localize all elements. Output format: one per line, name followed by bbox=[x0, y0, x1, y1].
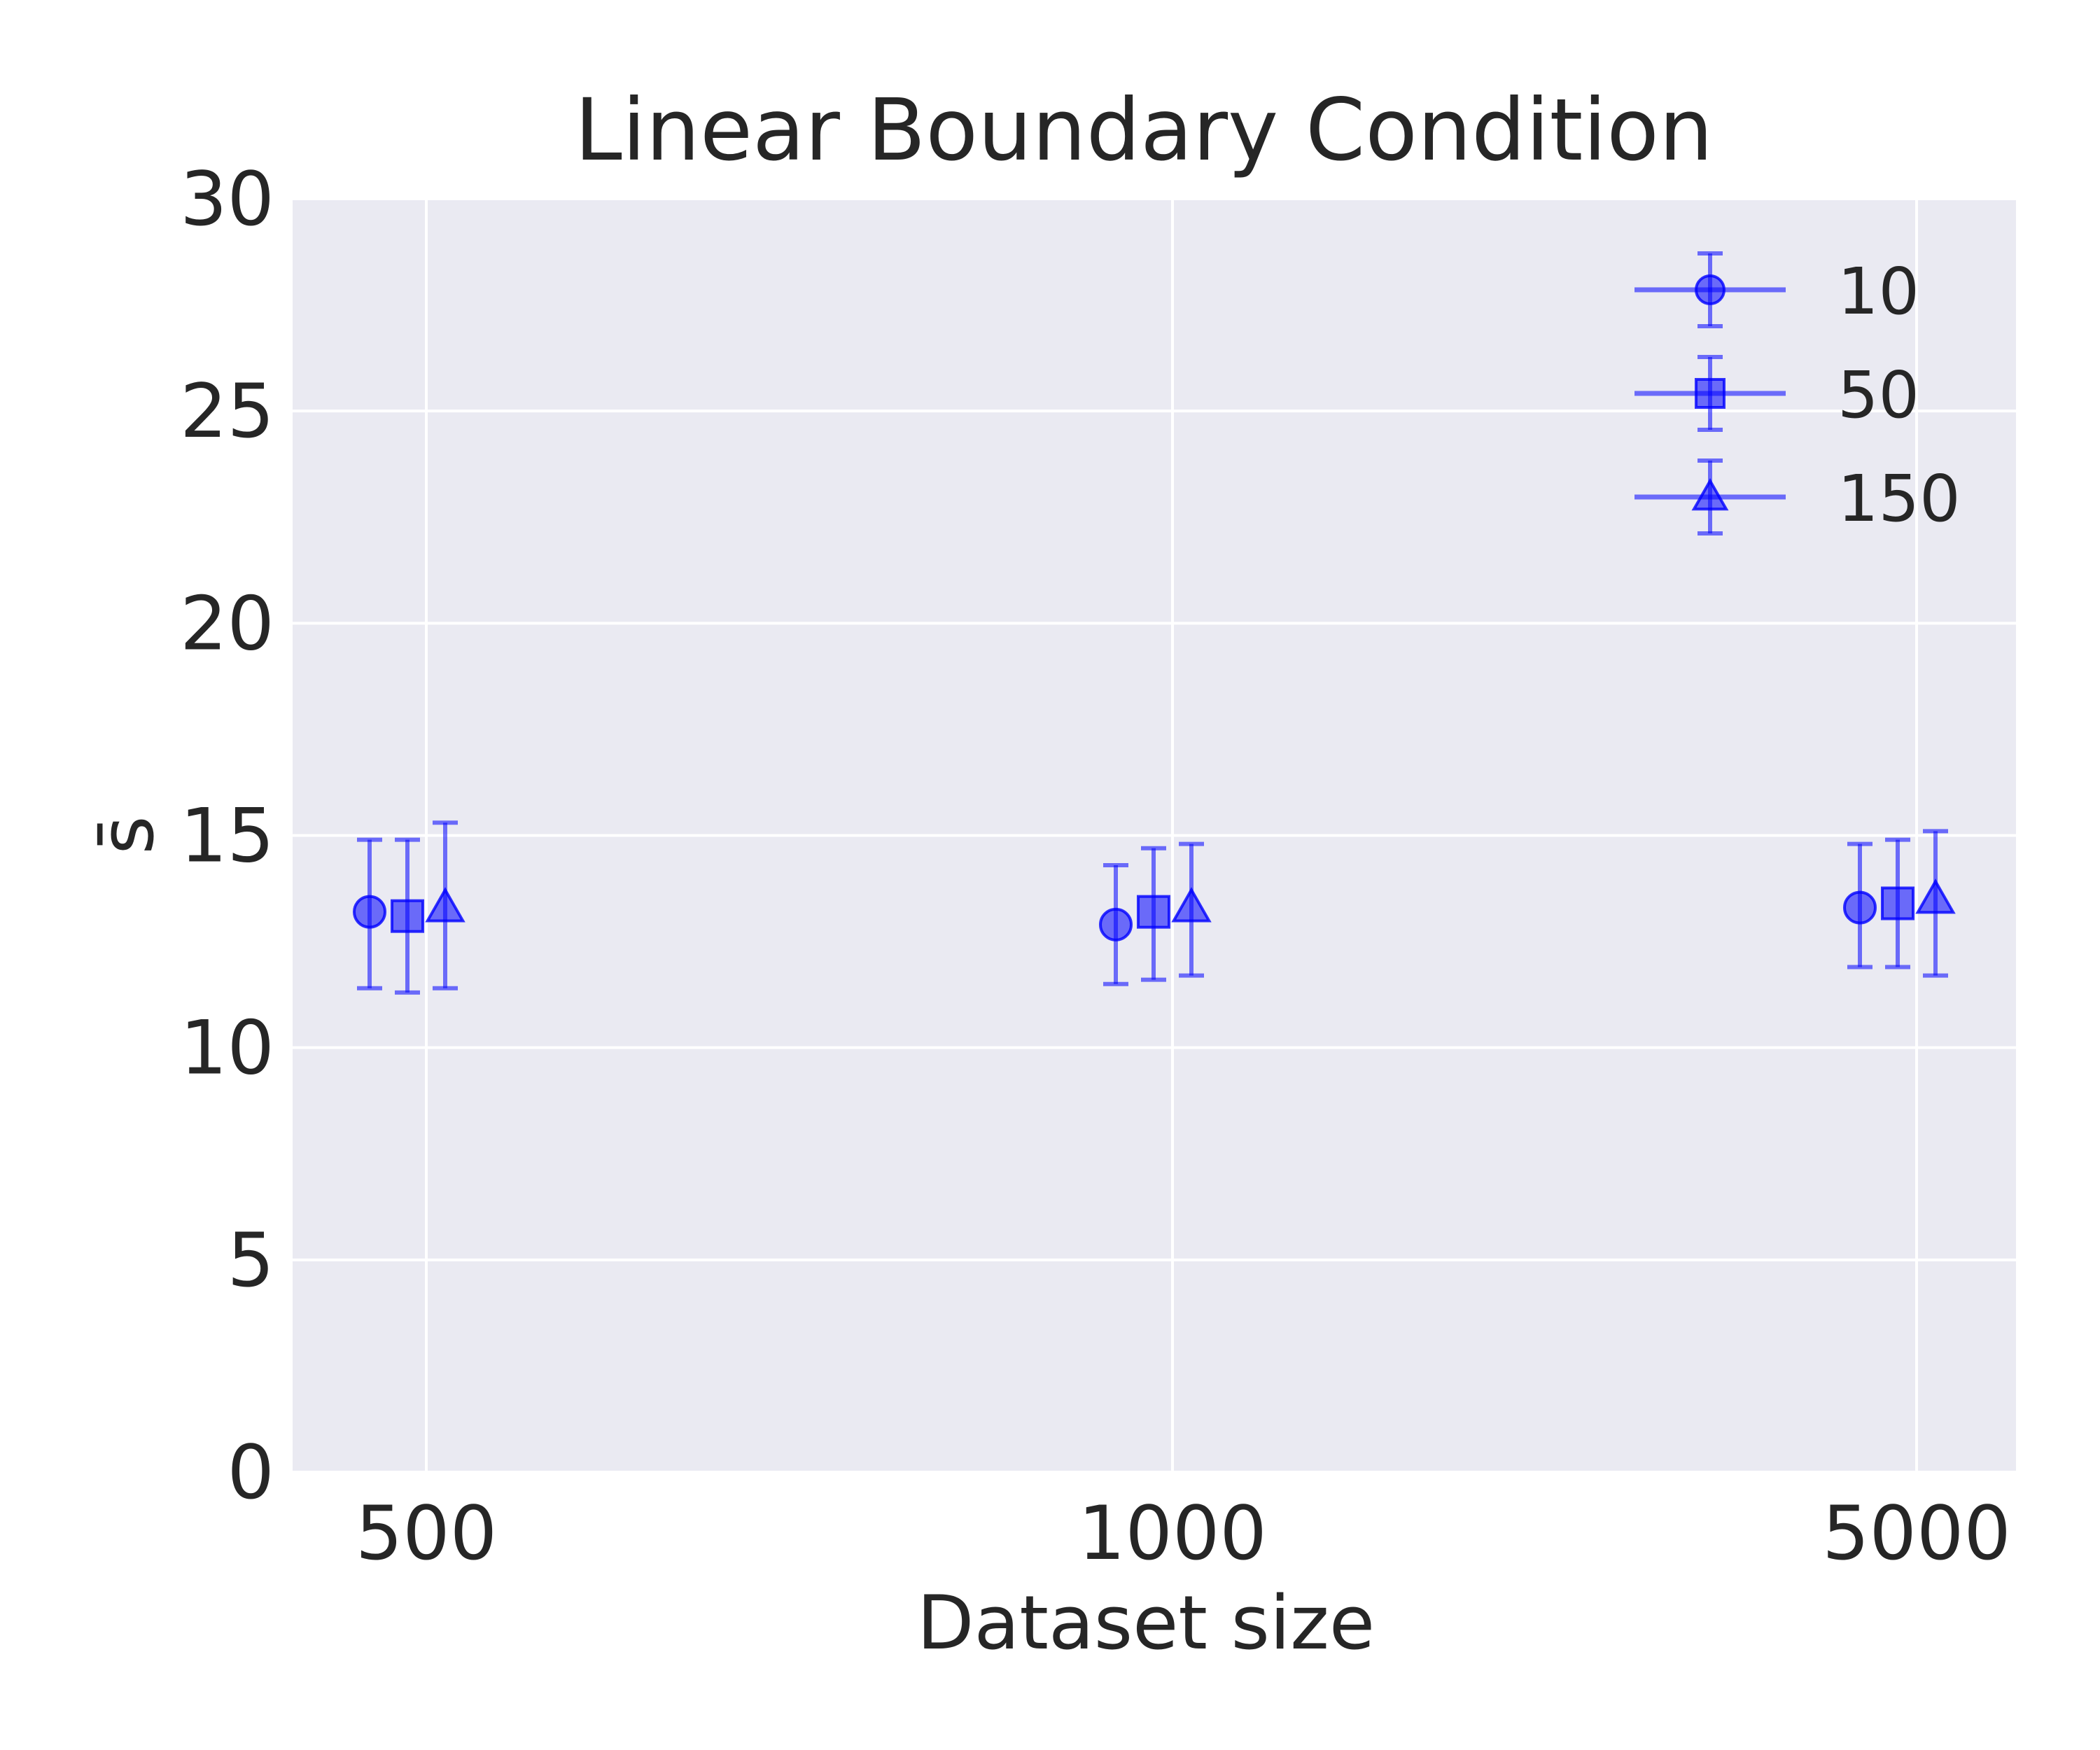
data-point bbox=[1843, 841, 1877, 969]
y-tick-label: 5 bbox=[227, 1217, 274, 1303]
data-point bbox=[1099, 862, 1133, 986]
data-marks bbox=[353, 820, 1956, 995]
legend-entry: 150 bbox=[1634, 458, 1961, 536]
y-tick-label: 10 bbox=[180, 1005, 274, 1091]
legend-circle-marker bbox=[1695, 274, 1726, 305]
legend-triangle-marker bbox=[1691, 477, 1729, 511]
triangle-marker bbox=[1915, 878, 1956, 914]
data-point bbox=[425, 820, 465, 990]
y-tick-label: 30 bbox=[180, 156, 274, 242]
x-tick-label: 5000 bbox=[1822, 1490, 2011, 1576]
grid bbox=[293, 197, 2016, 1474]
y-tick-label: 25 bbox=[180, 368, 274, 454]
data-point bbox=[1171, 841, 1212, 978]
data-point bbox=[1915, 829, 1956, 978]
legend-label: 150 bbox=[1837, 461, 1961, 536]
legend: 10 50 150 bbox=[1634, 251, 1961, 536]
circle-marker bbox=[1099, 907, 1133, 941]
y-tick-label: 20 bbox=[180, 580, 274, 666]
y-tick-label: 15 bbox=[180, 793, 274, 879]
square-marker bbox=[391, 899, 424, 933]
legend-square-marker bbox=[1695, 378, 1726, 409]
y-axis-label: s̄ bbox=[84, 816, 170, 854]
square-marker bbox=[1137, 895, 1170, 929]
y-tick-label: 0 bbox=[227, 1429, 274, 1516]
y-tick-labels: 0 5 10 15 20 25 30 bbox=[180, 156, 274, 1516]
chart-title: Linear Boundary Condition bbox=[575, 80, 1713, 180]
triangle-marker bbox=[425, 887, 465, 923]
x-tick-label: 500 bbox=[356, 1490, 497, 1576]
x-tick-labels: 500 1000 5000 bbox=[356, 1490, 2011, 1576]
legend-label: 10 bbox=[1837, 254, 1919, 329]
square-marker bbox=[1881, 886, 1914, 920]
x-axis-label: Dataset size bbox=[917, 1580, 1375, 1666]
data-point bbox=[353, 837, 386, 990]
triangle-marker bbox=[1171, 887, 1212, 923]
legend-entry: 10 bbox=[1634, 251, 1919, 329]
legend-label: 50 bbox=[1837, 358, 1919, 433]
legend-entry: 50 bbox=[1634, 355, 1919, 433]
circle-marker bbox=[1843, 890, 1877, 925]
circle-marker bbox=[353, 895, 386, 929]
x-tick-label: 1000 bbox=[1078, 1490, 1267, 1576]
data-point bbox=[1137, 846, 1170, 982]
data-point bbox=[391, 837, 424, 995]
data-point bbox=[1881, 837, 1914, 969]
